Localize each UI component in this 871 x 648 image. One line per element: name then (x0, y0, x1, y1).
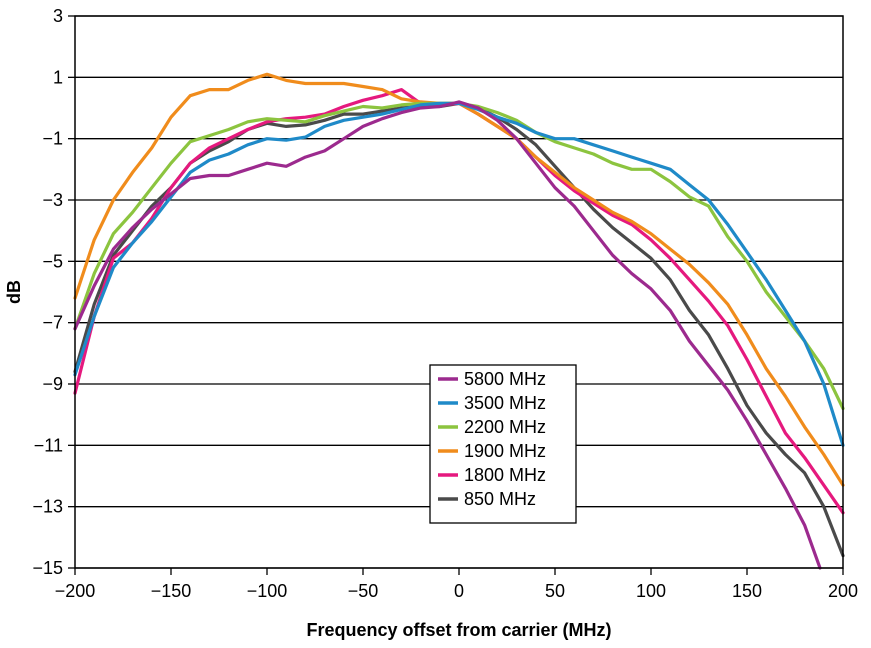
legend-label: 2200 MHz (464, 417, 546, 437)
y-tick-label: −15 (32, 558, 63, 578)
legend-label: 1800 MHz (464, 465, 546, 485)
y-tick-label: −1 (42, 129, 63, 149)
y-tick-label: −3 (42, 190, 63, 210)
y-tick-label: −11 (34, 435, 63, 455)
x-tick-label: 150 (732, 581, 762, 601)
x-tick-label: 100 (636, 581, 666, 601)
y-tick-label: −5 (42, 251, 63, 271)
y-tick-label: 3 (53, 6, 63, 26)
y-tick-label: −9 (42, 374, 63, 394)
y-tick-labels: 3 1 −1 −3 −5 −7 −9 −11 −13 −15 (32, 6, 63, 578)
y-tick-label: −7 (42, 313, 63, 333)
y-tick-label: −13 (32, 497, 63, 517)
x-axis-title: Frequency offset from carrier (MHz) (306, 620, 611, 640)
plot-frame (74, 15, 844, 569)
x-tick-labels: −200 −150 −100 −50 0 50 100 150 200 (55, 581, 858, 601)
series-line-5800-mhz (73, 100, 822, 570)
x-tick-label: 200 (828, 581, 858, 601)
series-lines (73, 72, 845, 570)
y-tick-label: 1 (53, 67, 63, 87)
legend: 5800 MHz 3500 MHz 2200 MHz 1900 MHz 1800 MHz… (429, 364, 577, 524)
x-tick-label: 0 (454, 581, 464, 601)
legend-label: 3500 MHz (464, 393, 546, 413)
x-tick-label: −100 (247, 581, 288, 601)
y-axis-title: dB (4, 280, 24, 304)
x-tick-label: 50 (545, 581, 565, 601)
series-line-2200-mhz (73, 101, 845, 411)
legend-label: 5800 MHz (464, 369, 546, 389)
x-tick-label: −50 (348, 581, 379, 601)
legend-label: 1900 MHz (464, 441, 546, 461)
x-tick-label: −200 (55, 581, 96, 601)
legend-box (429, 364, 577, 524)
legend-label: 850 MHz (464, 489, 536, 509)
x-tick-label: −150 (151, 581, 192, 601)
